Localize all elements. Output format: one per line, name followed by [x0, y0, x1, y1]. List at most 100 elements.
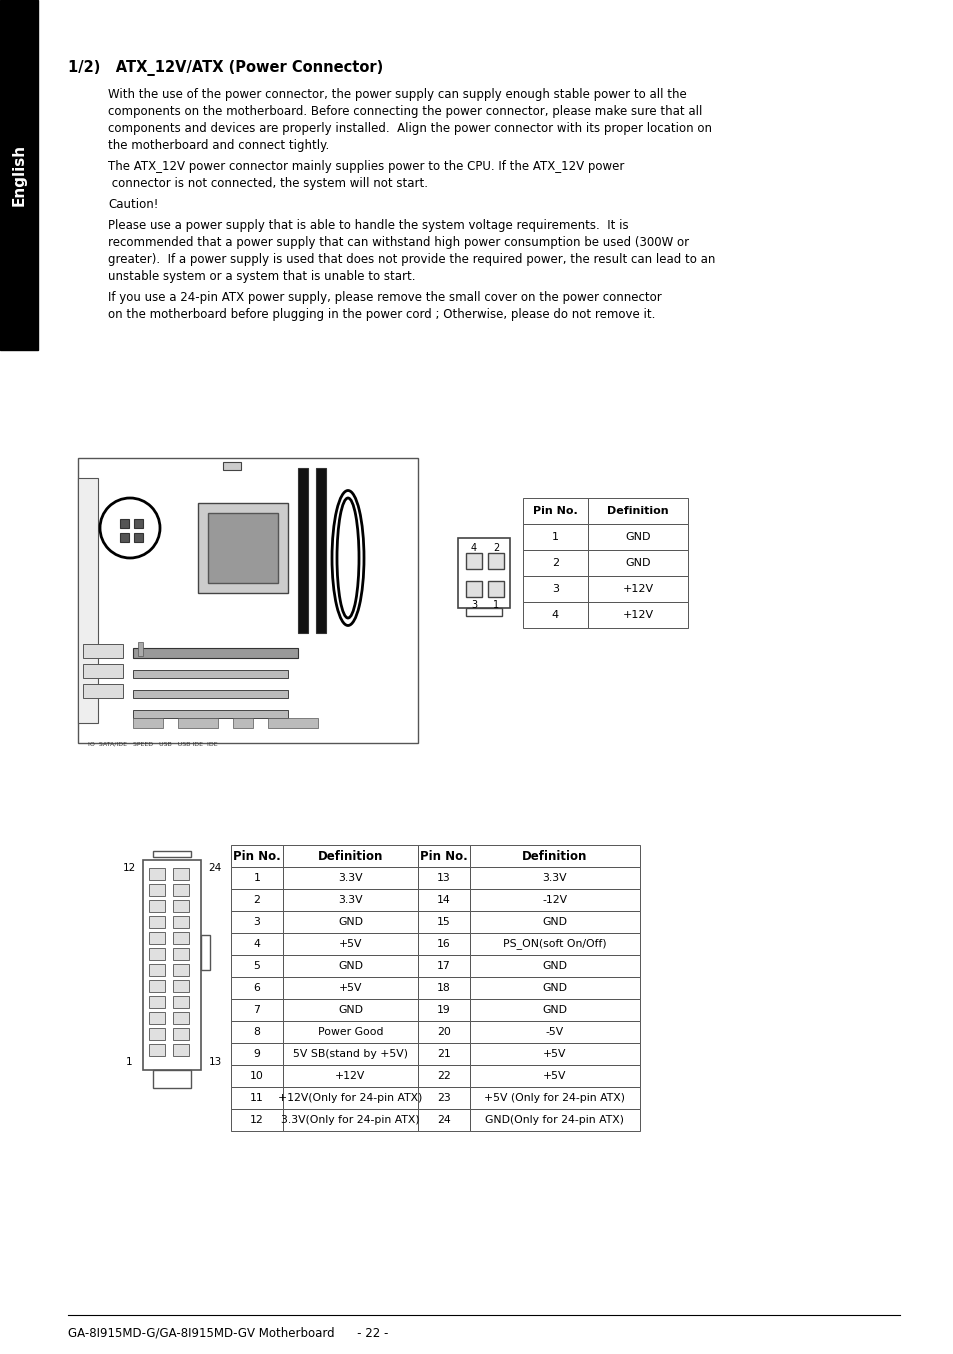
Bar [522, 603, 587, 628]
Bar [231, 1109, 283, 1131]
Bar [470, 1043, 639, 1066]
Bar [283, 933, 417, 955]
Text: Definition: Definition [521, 849, 587, 862]
Text: 4: 4 [471, 543, 476, 552]
Text: components and devices are properly installed.  Align the power connector with i: components and devices are properly inst… [108, 122, 711, 135]
Text: Pin No.: Pin No. [533, 506, 578, 516]
Bar [587, 524, 687, 550]
Text: 21: 21 [436, 1049, 451, 1059]
Bar [465, 581, 481, 597]
Text: +12V: +12V [621, 611, 653, 620]
Bar [149, 997, 165, 1007]
Bar [0, 0, 38, 349]
Bar [149, 868, 165, 880]
Text: 2: 2 [493, 543, 498, 552]
Text: -12V: -12V [542, 895, 567, 904]
Bar [149, 917, 165, 927]
Text: +5V: +5V [542, 1071, 566, 1080]
Bar [417, 978, 470, 999]
Bar [344, 592, 348, 594]
Text: GND: GND [624, 558, 650, 567]
Bar [283, 1043, 417, 1066]
Bar [149, 980, 165, 992]
Text: 3: 3 [253, 917, 260, 927]
Bar [417, 867, 470, 890]
Bar [231, 999, 283, 1021]
Bar [344, 607, 348, 609]
Text: GND(Only for 24-pin ATX): GND(Only for 24-pin ATX) [485, 1114, 624, 1125]
Bar [417, 1066, 470, 1087]
Bar [417, 955, 470, 978]
Bar [132, 670, 288, 678]
Text: GND: GND [542, 961, 567, 971]
Text: -5V: -5V [545, 1026, 563, 1037]
Bar [83, 645, 123, 658]
Text: 24: 24 [436, 1114, 451, 1125]
Bar [344, 565, 348, 567]
Bar [78, 478, 98, 723]
Bar [231, 933, 283, 955]
Text: 20: 20 [436, 1026, 451, 1037]
Circle shape [100, 498, 160, 558]
Bar [283, 911, 417, 933]
Text: +12V: +12V [335, 1071, 365, 1080]
Bar [78, 458, 417, 743]
Text: If you use a 24-pin ATX power supply, please remove the small cover on the power: If you use a 24-pin ATX power supply, pl… [108, 291, 661, 305]
Text: GND: GND [337, 961, 363, 971]
Text: GND: GND [542, 1005, 567, 1016]
Text: 4: 4 [253, 940, 260, 949]
Bar [149, 932, 165, 944]
Bar [522, 524, 587, 550]
Bar [120, 519, 129, 528]
Text: connector is not connected, the system will not start.: connector is not connected, the system w… [108, 177, 428, 190]
Bar [344, 536, 348, 539]
Bar [470, 1109, 639, 1131]
Bar [470, 978, 639, 999]
Text: IO  SATA/IDE   SPEED   USB   USB IDE  IDE: IO SATA/IDE SPEED USB USB IDE IDE [88, 741, 217, 746]
Text: Please use a power supply that is able to handle the system voltage requirements: Please use a power supply that is able t… [108, 219, 628, 232]
Bar [417, 1021, 470, 1043]
Bar [120, 533, 129, 542]
Bar [488, 552, 503, 569]
Text: 18: 18 [436, 983, 451, 992]
Text: 3: 3 [471, 600, 476, 611]
Text: GND: GND [337, 917, 363, 927]
Bar [172, 917, 189, 927]
Bar [470, 911, 639, 933]
Text: 9: 9 [253, 1049, 260, 1059]
Bar [283, 1021, 417, 1043]
Bar [223, 462, 241, 470]
Bar [172, 997, 189, 1007]
Bar [488, 581, 503, 597]
Bar [198, 502, 288, 593]
Bar [470, 845, 639, 867]
Bar [149, 1011, 165, 1024]
Bar [587, 575, 687, 603]
Bar [465, 552, 481, 569]
Bar [231, 1043, 283, 1066]
Bar [231, 978, 283, 999]
Text: Power Good: Power Good [317, 1026, 383, 1037]
Text: Caution!: Caution! [108, 198, 158, 211]
Bar [231, 845, 283, 867]
Bar [132, 709, 288, 718]
Bar [149, 1028, 165, 1040]
Text: 3.3V: 3.3V [542, 873, 567, 883]
Text: 6: 6 [253, 983, 260, 992]
Text: 1: 1 [126, 1057, 132, 1067]
Bar [133, 533, 143, 542]
Text: the motherboard and connect tightly.: the motherboard and connect tightly. [108, 139, 329, 152]
Bar [587, 603, 687, 628]
Bar [283, 978, 417, 999]
Text: +5V: +5V [338, 983, 362, 992]
Text: +5V (Only for 24-pin ATX): +5V (Only for 24-pin ATX) [484, 1093, 625, 1104]
Text: The ATX_12V power connector mainly supplies power to the CPU. If the ATX_12V pow: The ATX_12V power connector mainly suppl… [108, 160, 623, 173]
Bar [283, 845, 417, 867]
Bar [470, 955, 639, 978]
Ellipse shape [336, 498, 358, 617]
Bar [417, 933, 470, 955]
Text: +5V: +5V [338, 940, 362, 949]
Text: unstable system or a system that is unable to start.: unstable system or a system that is unab… [108, 269, 416, 283]
Bar [133, 519, 143, 528]
Text: Pin No.: Pin No. [233, 849, 280, 862]
